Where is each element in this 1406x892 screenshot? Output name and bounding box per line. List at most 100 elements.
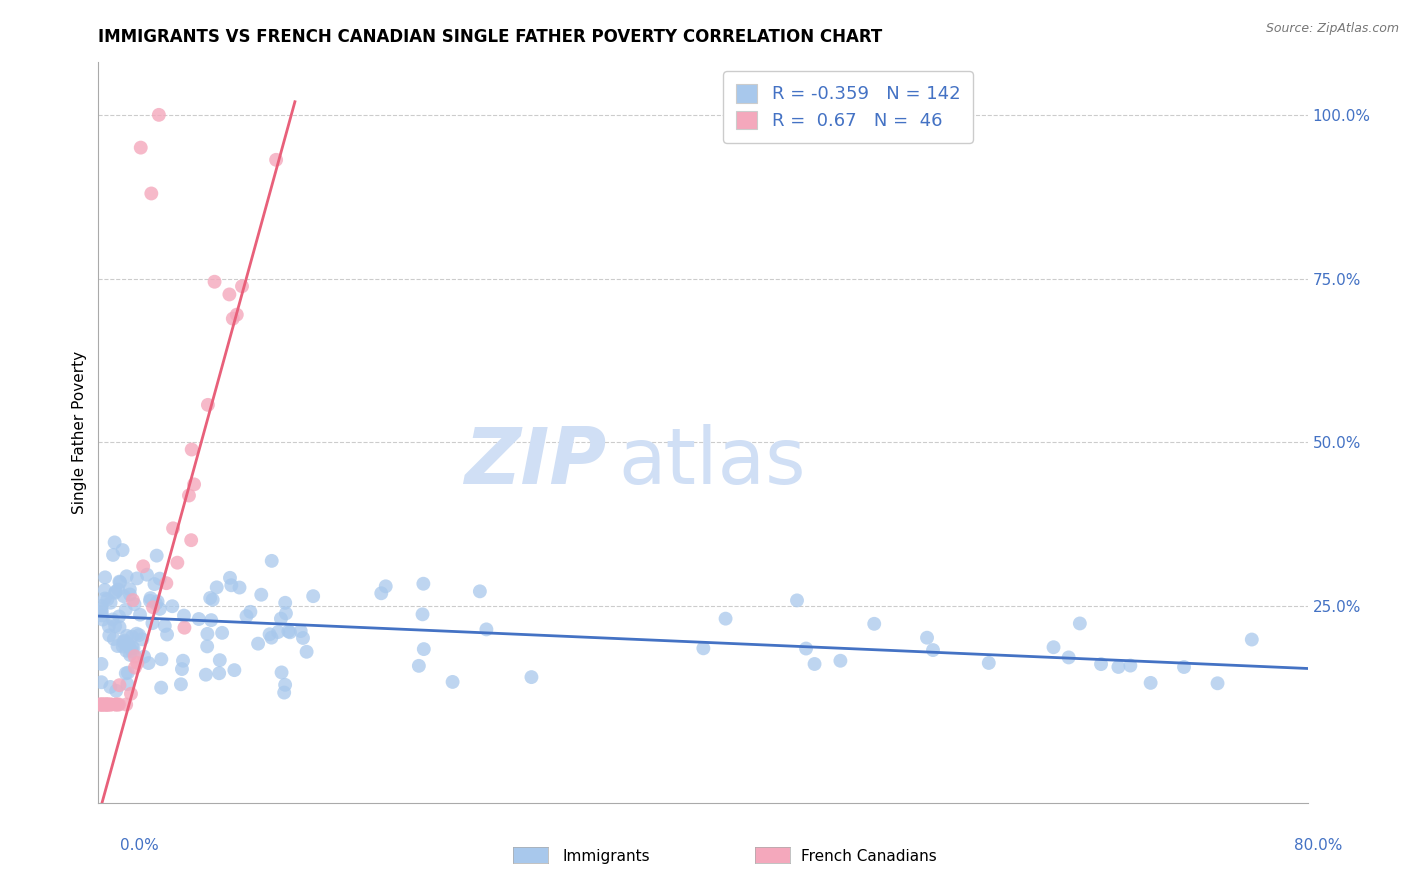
Point [1139, 676, 1161, 690]
Point [94, 591, 117, 606]
Point [1107, 660, 1129, 674]
Point [121, 593, 143, 607]
Point [180, 442, 202, 457]
Text: IMMIGRANTS VS FRENCH CANADIAN SINGLE FATHER POVERTY CORRELATION CHART: IMMIGRANTS VS FRENCH CANADIAN SINGLE FAT… [98, 28, 883, 45]
Point [197, 627, 219, 641]
Point [977, 656, 1000, 670]
Point [120, 687, 142, 701]
Point [111, 543, 134, 558]
Point [221, 578, 243, 592]
Point [180, 533, 202, 548]
Point [145, 549, 167, 563]
Point [104, 698, 127, 712]
Point [200, 613, 222, 627]
Point [124, 660, 146, 674]
Point [295, 645, 318, 659]
Point [153, 619, 176, 633]
Point [108, 574, 131, 589]
Text: Source: ZipAtlas.com: Source: ZipAtlas.com [1265, 22, 1399, 36]
Point [108, 678, 131, 692]
Point [155, 576, 177, 591]
Point [172, 654, 194, 668]
Point [118, 640, 141, 654]
Point [94, 582, 117, 597]
Point [148, 108, 170, 122]
Point [412, 607, 434, 622]
Point [166, 556, 188, 570]
Point [412, 576, 434, 591]
Point [170, 677, 193, 691]
Point [277, 624, 299, 639]
Point [107, 582, 129, 597]
Point [222, 311, 245, 326]
Point [121, 640, 143, 654]
Point [370, 586, 392, 600]
Point [291, 631, 314, 645]
Point [692, 641, 714, 656]
Point [121, 644, 143, 658]
Point [124, 649, 146, 664]
Point [101, 612, 124, 626]
Point [118, 582, 141, 597]
Point [274, 596, 297, 610]
Point [90, 675, 112, 690]
Point [96, 592, 118, 607]
Point [121, 630, 143, 644]
Point [219, 571, 242, 585]
Point [264, 153, 287, 167]
Point [149, 572, 172, 586]
Point [194, 667, 217, 681]
Point [197, 398, 219, 412]
Point [104, 584, 127, 599]
Point [149, 602, 172, 616]
Point [97, 698, 120, 712]
Point [143, 577, 166, 591]
Point [107, 698, 129, 712]
Point [108, 698, 131, 712]
Point [274, 678, 297, 692]
Point [183, 477, 205, 491]
Point [93, 698, 115, 712]
Point [235, 609, 257, 624]
Text: atlas: atlas [619, 425, 806, 500]
Point [90, 599, 112, 613]
Point [114, 633, 136, 648]
Point [117, 677, 139, 691]
Point [131, 632, 153, 647]
Point [96, 698, 118, 712]
Point [794, 641, 817, 656]
Point [1240, 632, 1263, 647]
Text: 80.0%: 80.0% [1295, 838, 1343, 854]
Point [98, 680, 121, 694]
Point [208, 666, 231, 681]
Point [475, 623, 498, 637]
Point [145, 597, 167, 611]
Point [91, 698, 114, 712]
Point [156, 627, 179, 641]
Point [231, 279, 253, 293]
Point [218, 287, 240, 301]
Point [260, 554, 283, 568]
Point [290, 624, 312, 638]
Point [830, 654, 852, 668]
Point [177, 489, 200, 503]
Point [1206, 676, 1229, 690]
Point [138, 656, 160, 670]
Text: Immigrants: Immigrants [562, 849, 650, 863]
Point [139, 593, 162, 607]
Point [100, 698, 122, 712]
Point [132, 559, 155, 574]
Point [90, 657, 112, 671]
Point [115, 698, 138, 712]
Point [103, 632, 125, 646]
Point [520, 670, 543, 684]
Point [90, 698, 112, 712]
Point [124, 597, 146, 611]
Point [302, 589, 325, 603]
Point [922, 643, 945, 657]
Point [714, 612, 737, 626]
Point [204, 275, 226, 289]
Point [117, 665, 139, 680]
Point [96, 698, 118, 712]
Point [162, 521, 184, 535]
